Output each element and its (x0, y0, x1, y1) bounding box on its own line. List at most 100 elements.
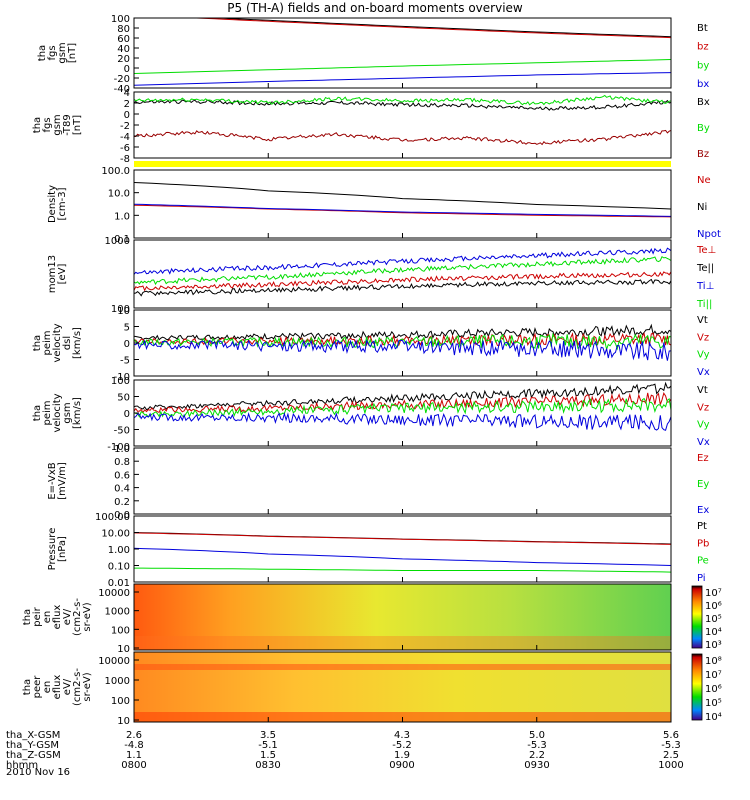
y-tick-label: 100 (111, 696, 130, 707)
y-axis-label: dsl (62, 336, 73, 350)
y-tick-label: 1.0 (114, 444, 130, 455)
y-axis-label: velocity (52, 393, 63, 432)
legend-label: Te|| (696, 263, 714, 274)
series-ne-line (133, 204, 672, 218)
ephemeris-value: -5.3 (661, 740, 681, 751)
y-axis-label: sr-eV) (82, 602, 93, 631)
y-tick-label: -6 (120, 143, 130, 154)
y-tick-label: 0.6 (114, 470, 130, 481)
y-axis-label: peim (42, 400, 53, 425)
legend-label: Npot (697, 229, 721, 240)
legend-label: Ne (697, 175, 711, 186)
y-tick-label: 10000 (98, 656, 130, 667)
y-axis-label: eV/ (62, 678, 73, 695)
y-tick-label: 1000 (105, 607, 130, 618)
y-tick-label: 1000 (105, 236, 130, 247)
spectrogram-fill (134, 652, 671, 722)
y-tick-label: 10 (117, 716, 130, 727)
y-axis-label: [nPa] (57, 536, 68, 562)
colorbar-tick-label: 10⁷ (705, 670, 722, 681)
series-by-line (133, 94, 672, 106)
ephemeris-value: 2.5 (663, 750, 679, 761)
legend-label: Vy (697, 350, 710, 361)
y-axis-label: tha (22, 679, 33, 695)
y-axis-label: Density (47, 185, 58, 223)
colorbar-tick-label: 10⁵ (705, 698, 722, 709)
y-axis-label: gsm (62, 402, 73, 423)
y-tick-label: -100 (107, 442, 130, 453)
legend-label: Pi (697, 573, 706, 584)
legend-label: Vx (697, 437, 710, 448)
y-axis-label: eV/ (62, 608, 73, 625)
y-tick-label: 0 (124, 339, 130, 350)
legend-label: Vt (697, 385, 708, 396)
ephemeris-value: -4.8 (124, 740, 144, 751)
ephemeris-value: -5.1 (258, 740, 278, 751)
legend-label: Bt (697, 23, 708, 34)
ephemeris-value: -5.2 (392, 740, 412, 751)
y-axis-label: mom13 (47, 255, 58, 293)
legend-label: Pb (697, 538, 709, 549)
y-tick-label: 20 (117, 54, 130, 65)
y-axis-label: Pressure (47, 528, 58, 571)
y-axis-label: fgs (47, 45, 58, 60)
y-tick-label: 0.0 (114, 510, 130, 521)
y-tick-label: -20 (114, 74, 130, 85)
y-axis-label: (cm2-s- (72, 598, 83, 636)
legend-label: Ti|| (696, 299, 712, 310)
y-axis-label: eflux (52, 605, 63, 630)
ephemeris-value: 2.6 (126, 730, 142, 741)
y-axis-label: fgs (42, 117, 53, 132)
y-tick-label: -10 (114, 372, 130, 383)
series-pt-line (133, 532, 672, 545)
ephemeris-value: 2.2 (529, 750, 545, 761)
legend-label: Ti⊥ (696, 281, 714, 292)
ephemeris-row-y: tha_Y-GSM -4.8 -5.1 -5.2 -5.3 -5.3 (0, 740, 750, 752)
legend-label: bx (697, 79, 709, 90)
series-pe-line (134, 567, 672, 573)
y-tick-label: -40 (114, 84, 130, 95)
y-tick-label: 80 (117, 24, 130, 35)
series-pi-line (133, 547, 672, 566)
series-vz-line (133, 391, 672, 414)
colorbar-tick-label: 10⁴ (705, 627, 722, 638)
y-tick-label: 2 (124, 99, 130, 110)
ephemeris-value: 3.5 (260, 730, 276, 741)
y-axis-label: tha (32, 405, 43, 421)
y-tick-label: 4 (124, 88, 130, 99)
colorbar (691, 653, 703, 721)
colorbar-tick-label: 10³ (705, 640, 722, 651)
y-axis-label: tha (22, 609, 33, 625)
legend-label: Vz (697, 332, 709, 343)
panel-frame (133, 169, 672, 239)
y-axis-label: [km/s] (72, 397, 83, 429)
series-by-line (133, 59, 672, 74)
y-tick-label: 100 (111, 625, 130, 636)
ephemeris-value: 0900 (389, 760, 415, 771)
legend-label: Vt (697, 315, 708, 326)
series-pb-line (133, 532, 672, 545)
colorbar-tick-label: 10⁶ (705, 684, 722, 695)
y-tick-label: -8 (120, 154, 130, 165)
y-tick-label: 5 (124, 323, 130, 334)
legend-label: Bx (697, 97, 710, 108)
series-npot-line (133, 203, 672, 217)
y-tick-label: 0.01 (108, 578, 130, 589)
y-tick-label: 10000 (98, 588, 130, 599)
y-tick-label: 100 (111, 304, 130, 315)
legend-label: Vz (697, 402, 709, 413)
y-axis-label: [nT] (72, 115, 83, 135)
colorbar-tick-label: 10⁸ (705, 656, 722, 667)
y-axis-label: en (42, 611, 53, 624)
ephemeris-label: tha_Z-GSM (6, 750, 61, 761)
y-tick-label: 1000 (105, 676, 130, 687)
y-tick-label: 0 (124, 64, 130, 75)
series-te-line (133, 278, 672, 297)
spectrogram-fill (134, 584, 671, 650)
y-axis-label: tha (32, 335, 43, 351)
panel-frame (133, 447, 672, 515)
ephemeris-value: 1.9 (394, 750, 410, 761)
y-axis-label: [cm-3] (57, 187, 68, 220)
legend-label: Te⊥ (696, 245, 716, 256)
y-axis-label: [eV] (57, 264, 68, 285)
